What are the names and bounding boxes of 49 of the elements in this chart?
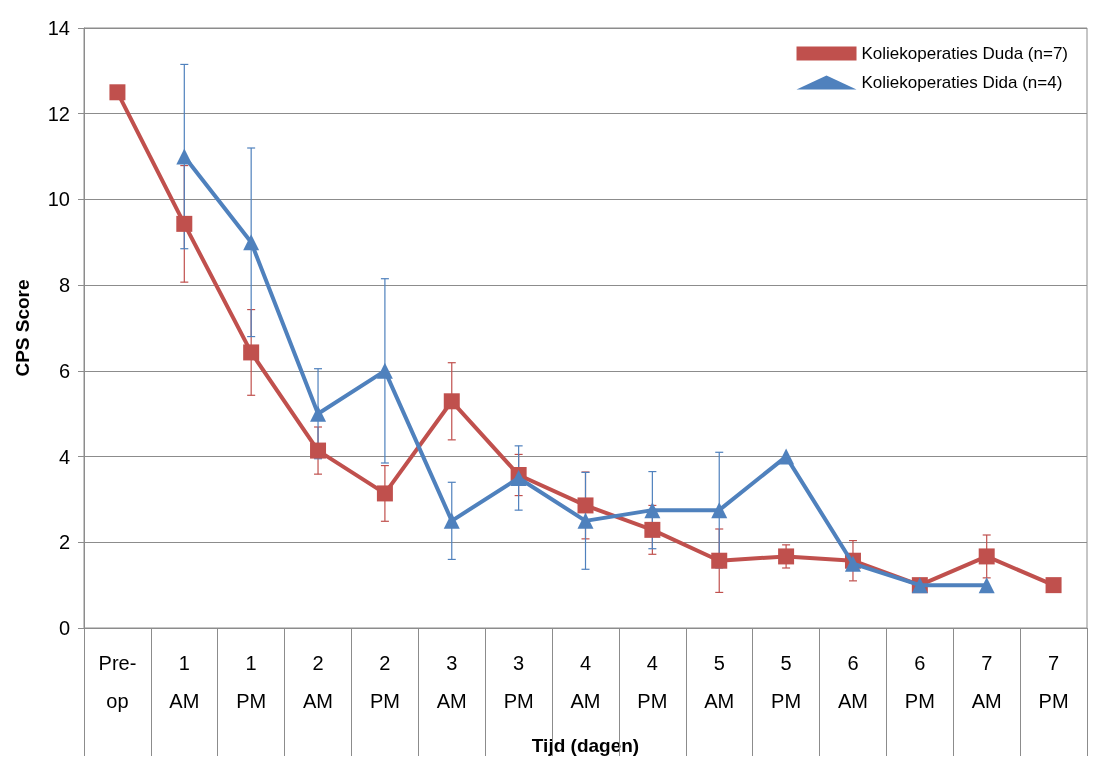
point <box>711 552 728 569</box>
point <box>1045 577 1062 594</box>
point <box>310 442 327 459</box>
point <box>443 512 460 529</box>
point <box>443 393 460 410</box>
point <box>577 497 594 514</box>
point <box>310 405 327 422</box>
x-tick-label: Pre-op <box>98 652 137 712</box>
y-tick-label: 14 <box>47 17 70 39</box>
y-axis-title: CPS Score <box>12 279 33 377</box>
y-tick-label: 2 <box>58 531 70 554</box>
x-tick-label: 7 AM <box>971 652 1002 712</box>
x-tick-label: 6 AM <box>837 652 868 712</box>
x-tick-label: 3 AM <box>436 652 467 712</box>
point <box>644 502 661 519</box>
point <box>376 485 393 502</box>
point <box>711 502 728 519</box>
x-tick-label: 7 PM <box>1038 652 1069 712</box>
y-tick-label: 0 <box>58 617 70 639</box>
y-tick-label: 10 <box>47 188 70 211</box>
legend-label: Koliekoperaties Duda (n=7) <box>861 44 1068 63</box>
point <box>644 521 661 538</box>
point <box>243 344 260 361</box>
x-axis-title: Tijd (dagen) <box>531 735 640 756</box>
x-tick-label: 3 PM <box>503 652 534 712</box>
point <box>978 548 995 565</box>
point <box>778 448 795 465</box>
point <box>109 84 126 101</box>
x-tick-label: 1 AM <box>169 652 200 712</box>
point <box>376 362 393 379</box>
point <box>176 148 193 165</box>
x-tick-label: 5 AM <box>704 652 735 712</box>
y-tick-label: 4 <box>58 445 70 468</box>
x-tick-label: 2 PM <box>369 652 400 712</box>
point <box>778 548 795 565</box>
point <box>243 234 260 251</box>
x-tick-label: 2 AM <box>303 652 334 712</box>
point <box>978 577 995 594</box>
x-tick-label: 5 PM <box>771 652 802 712</box>
legend-label: Koliekoperaties Dida (n=4) <box>861 73 1063 92</box>
point <box>176 215 193 232</box>
x-tick-label: 4 PM <box>637 652 668 712</box>
y-tick-label: 12 <box>47 102 70 125</box>
y-tick-label: 8 <box>58 274 70 297</box>
point <box>577 512 594 529</box>
y-tick-label: 6 <box>58 359 70 382</box>
x-tick-label: 1 PM <box>236 652 267 712</box>
x-tick-label: 4 AM <box>570 652 601 712</box>
x-tick-label: 6 PM <box>904 652 935 712</box>
